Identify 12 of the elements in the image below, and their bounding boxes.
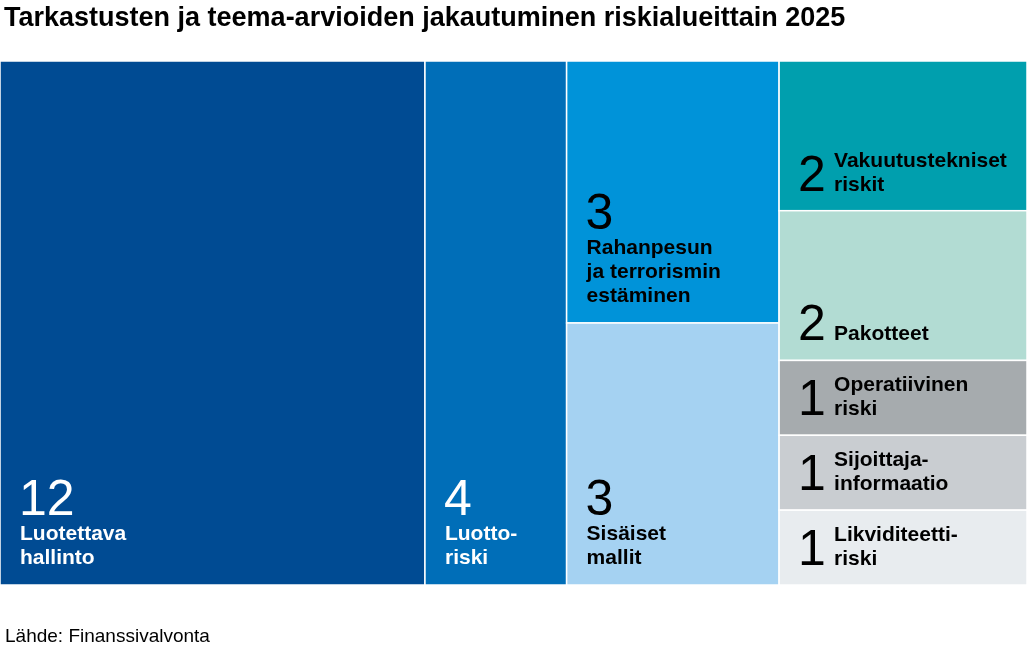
data-label: 1 <box>798 370 826 427</box>
data-label: 1 <box>798 445 826 502</box>
text: Tarkastusten ja teema-arvioiden jakautuminen riskialueittain 2025 <box>4 1 846 33</box>
data-label: 2 <box>798 295 826 352</box>
data-label: 1 <box>798 520 826 576</box>
category-label: Vakuutustekniset riskit <box>834 147 1013 195</box>
data-label: 2 <box>798 145 826 202</box>
category-label: Likviditeetti- riski <box>834 522 964 569</box>
category-label: Sijoittaja- informaatio <box>834 447 949 495</box>
text: Lähde: Finanssivalvonta <box>5 624 210 648</box>
category-label: Operatiivinen riski <box>834 372 975 420</box>
category-label: Pakotteet <box>834 321 929 345</box>
